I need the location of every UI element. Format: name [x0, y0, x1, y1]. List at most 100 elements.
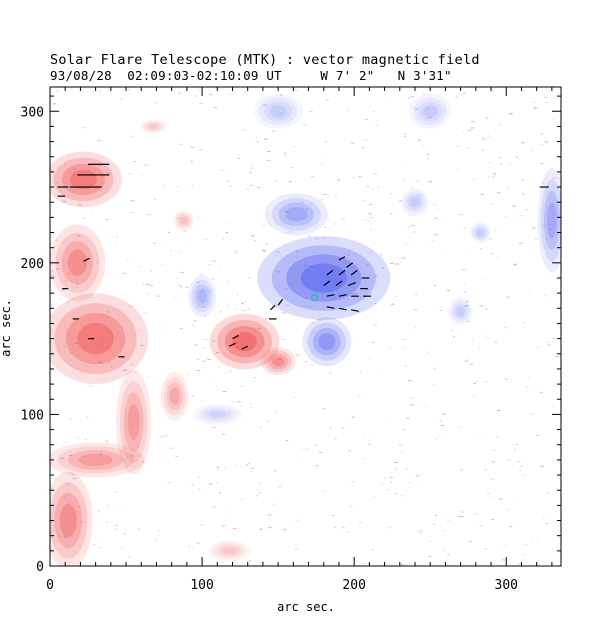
- noise-speck: [421, 403, 423, 405]
- noise-speck: [205, 239, 207, 241]
- noise-speck: [531, 227, 536, 229]
- field-vector: [83, 257, 90, 262]
- region-layer: [163, 377, 186, 416]
- positive-polarity-region: [208, 540, 251, 562]
- noise-speck: [394, 493, 397, 495]
- noise-speck: [362, 563, 366, 565]
- noise-speck: [492, 173, 497, 175]
- noise-speck: [428, 181, 433, 183]
- noise-speck: [310, 176, 315, 178]
- noise-speck: [551, 405, 555, 407]
- noise-speck: [115, 528, 119, 530]
- noise-speck: [78, 204, 82, 206]
- noise-speck: [295, 354, 300, 356]
- noise-speck: [292, 524, 295, 526]
- noise-speck: [191, 395, 195, 397]
- noise-speck: [195, 358, 200, 360]
- noise-speck: [408, 97, 410, 99]
- noise-speck: [375, 124, 380, 126]
- noise-speck: [150, 270, 153, 272]
- noise-speck: [332, 269, 336, 271]
- noise-speck: [442, 413, 447, 415]
- noise-speck: [62, 201, 67, 203]
- noise-speck: [50, 275, 54, 277]
- noise-speck: [128, 89, 130, 91]
- field-vector: [270, 304, 276, 311]
- positive-polarity-region: [160, 371, 189, 421]
- noise-speck: [285, 305, 290, 307]
- region-layer: [53, 157, 114, 202]
- noise-speck: [235, 464, 237, 466]
- negative-polarity-region: [469, 222, 491, 243]
- noise-speck: [294, 146, 296, 148]
- noise-speck: [294, 548, 298, 550]
- noise-speck: [433, 239, 435, 241]
- region-layer: [453, 303, 468, 320]
- noise-speck: [212, 260, 216, 262]
- noise-speck: [229, 185, 233, 187]
- noise-speck: [301, 201, 304, 203]
- noise-speck: [384, 419, 386, 421]
- noise-speck: [462, 92, 466, 94]
- noise-speck: [503, 544, 506, 546]
- noise-speck: [522, 193, 525, 195]
- noise-speck: [55, 239, 58, 241]
- noise-speck: [426, 153, 430, 155]
- noise-speck: [178, 92, 181, 94]
- noise-speck: [482, 139, 485, 141]
- noise-speck: [521, 142, 525, 144]
- noise-speck: [401, 564, 404, 566]
- noise-speck: [257, 186, 261, 188]
- noise-speck: [199, 274, 203, 276]
- noise-speck: [435, 417, 438, 419]
- noise-speck: [288, 181, 292, 183]
- noise-speck: [245, 188, 250, 190]
- region-layer: [50, 482, 88, 559]
- noise-speck: [414, 294, 419, 296]
- noise-speck: [167, 482, 171, 484]
- noise-speck: [308, 203, 313, 205]
- noise-speck: [368, 439, 370, 441]
- positive-polarity-region: [50, 471, 93, 566]
- noise-speck: [390, 303, 395, 305]
- noise-speck: [190, 146, 194, 148]
- noise-speck: [149, 285, 154, 287]
- region-layer: [209, 313, 280, 370]
- noise-speck: [278, 209, 281, 211]
- noise-speck: [479, 525, 483, 527]
- plot-background: [50, 87, 561, 566]
- noise-speck: [368, 443, 371, 445]
- noise-speck: [485, 117, 489, 119]
- noise-speck: [487, 135, 491, 137]
- noise-speck: [310, 306, 313, 308]
- region-layer: [77, 322, 114, 355]
- region-layer: [166, 382, 183, 411]
- region-layer: [217, 319, 273, 364]
- noise-speck: [539, 391, 543, 393]
- noise-speck: [130, 200, 135, 202]
- noise-speck: [442, 109, 445, 111]
- noise-speck: [194, 344, 198, 346]
- noise-speck: [402, 179, 405, 181]
- noise-speck: [89, 385, 93, 387]
- noise-speck: [222, 238, 225, 240]
- noise-speck: [490, 203, 494, 205]
- noise-speck: [137, 528, 141, 530]
- noise-speck: [473, 178, 476, 180]
- noise-speck: [142, 283, 145, 285]
- noise-speck: [351, 142, 355, 144]
- noise-speck: [195, 95, 198, 97]
- noise-speck: [209, 93, 213, 95]
- noise-speck: [529, 292, 532, 294]
- region-layer: [217, 544, 242, 557]
- region-layer: [55, 232, 100, 293]
- noise-speck: [129, 306, 134, 308]
- noise-speck: [310, 266, 313, 268]
- noise-speck: [166, 435, 168, 437]
- noise-speck: [329, 427, 332, 429]
- noise-speck: [234, 252, 237, 254]
- region-layer: [198, 406, 237, 423]
- noise-speck: [202, 347, 205, 349]
- noise-speck: [482, 137, 485, 139]
- noise-speck: [425, 405, 428, 407]
